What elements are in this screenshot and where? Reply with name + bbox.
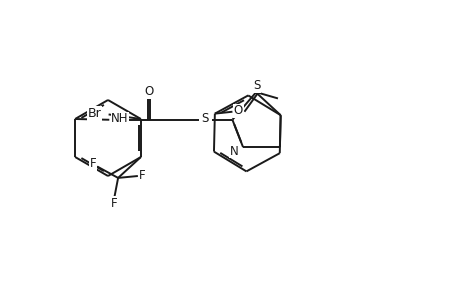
Text: O: O	[144, 85, 153, 98]
Text: N: N	[229, 145, 238, 158]
Text: S: S	[201, 112, 208, 125]
Text: Br: Br	[88, 107, 101, 120]
Text: F: F	[111, 197, 118, 210]
Text: F: F	[90, 157, 96, 170]
Text: NH: NH	[111, 112, 129, 125]
Text: F: F	[138, 169, 145, 182]
Text: S: S	[253, 79, 260, 92]
Text: O: O	[233, 104, 242, 117]
